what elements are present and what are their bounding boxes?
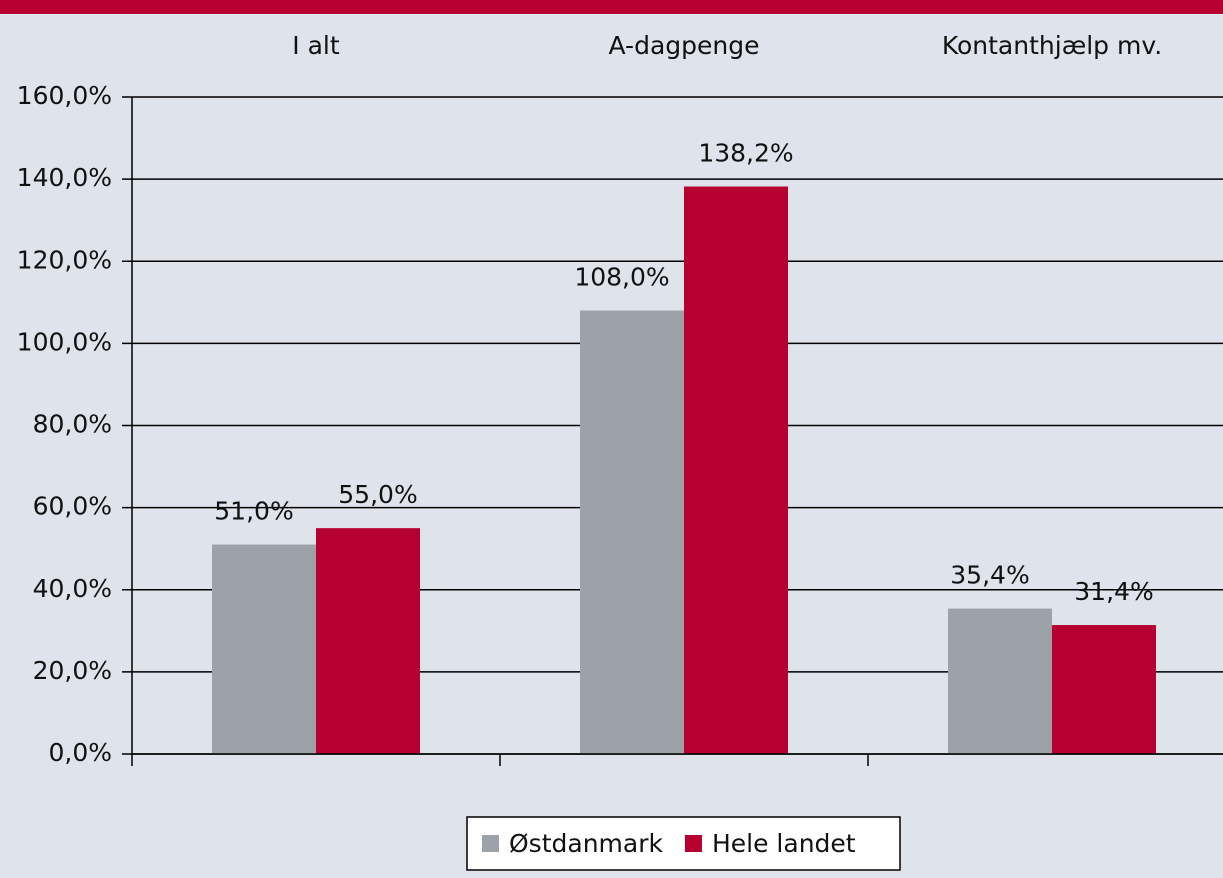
- value-label: 35,4%: [950, 561, 1029, 590]
- bar: [684, 186, 788, 755]
- y-tick-label: 0,0%: [48, 738, 112, 767]
- y-tick-label: 40,0%: [33, 574, 112, 603]
- legend-swatch: [482, 835, 499, 852]
- top-band: [0, 0, 1223, 14]
- value-label: 108,0%: [574, 263, 669, 292]
- bar: [212, 544, 316, 754]
- legend: [466, 816, 901, 871]
- bar: [948, 608, 1052, 754]
- category-label: Kontanthjælp mv.: [942, 31, 1162, 60]
- y-tick-label: 120,0%: [17, 245, 112, 274]
- y-tick-label: 20,0%: [33, 656, 112, 685]
- value-label: 55,0%: [338, 480, 417, 509]
- value-label: 51,0%: [214, 497, 293, 526]
- bar: [1052, 625, 1156, 754]
- y-tick-label: 60,0%: [33, 492, 112, 521]
- y-tick-label: 140,0%: [17, 163, 112, 192]
- y-tick-label: 100,0%: [17, 327, 112, 356]
- y-tick-label: 160,0%: [17, 81, 112, 110]
- y-tick-label: 80,0%: [33, 410, 112, 439]
- legend-label: Østdanmark: [509, 829, 663, 858]
- category-label: I alt: [292, 31, 340, 60]
- legend-label: Hele landet: [712, 829, 856, 858]
- bar: [580, 310, 684, 754]
- bar: [316, 528, 420, 754]
- category-label: A-dagpenge: [609, 31, 760, 60]
- value-label: 138,2%: [698, 139, 793, 168]
- legend-swatch: [684, 835, 702, 852]
- value-label: 31,4%: [1074, 577, 1153, 606]
